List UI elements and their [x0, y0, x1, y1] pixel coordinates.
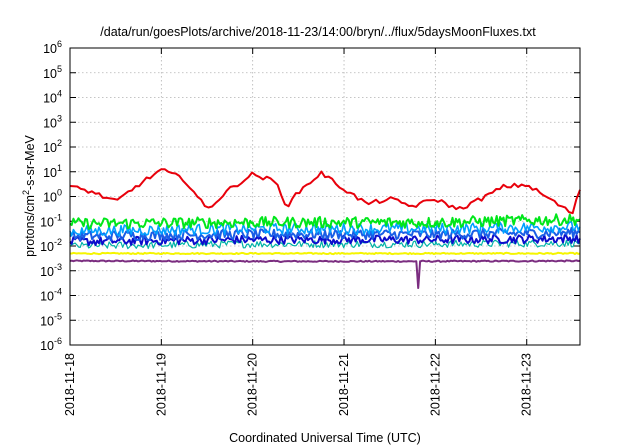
y-tick-label: 10-5 — [40, 311, 62, 328]
y-tick-label: 10-3 — [40, 262, 62, 279]
y-tick-label: 10-1 — [40, 212, 62, 229]
x-tick-label: 2018-11-19 — [154, 353, 168, 416]
y-axis-label-rest: -s-sr-MeV — [23, 134, 37, 190]
series-lines — [69, 168, 581, 289]
y-tick-exponent: -4 — [54, 287, 62, 297]
y-tick-exponent: -6 — [54, 336, 62, 346]
y-tick-base: 10 — [40, 290, 54, 304]
x-tick-label: 2018-11-22 — [428, 353, 442, 416]
x-tick-label: 2018-11-18 — [63, 353, 77, 416]
y-tick-label: 106 — [43, 39, 62, 56]
y-tick-label: 102 — [43, 138, 62, 155]
y-tick-base: 10 — [43, 116, 57, 130]
y-tick-exponent: -2 — [54, 237, 62, 247]
y-tick-base: 10 — [43, 42, 57, 56]
y-tick-label: 10-2 — [40, 237, 62, 254]
y-tick-base: 10 — [43, 92, 57, 106]
x-tick-label: 2018-11-21 — [337, 353, 351, 416]
y-tick-exponent: 2 — [57, 138, 62, 148]
series-line — [69, 168, 581, 215]
series-line — [69, 226, 581, 242]
series-line — [69, 239, 581, 250]
y-tick-label: 104 — [43, 89, 62, 106]
y-tick-exponent: 5 — [57, 64, 62, 74]
y-tick-label: 103 — [43, 113, 62, 130]
y-tick-exponent: -3 — [54, 262, 62, 272]
y-axis-label-sup: 2 — [21, 190, 31, 195]
chart-title: /data/run/goesPlots/archive/2018-11-23/1… — [100, 25, 536, 39]
series-line — [69, 259, 581, 289]
y-tick-label: 105 — [43, 64, 62, 81]
x-tick-label: 2018-11-20 — [246, 353, 260, 416]
y-tick-exponent: -5 — [54, 311, 62, 321]
series-line — [69, 213, 581, 230]
y-tick-base: 10 — [43, 166, 57, 180]
y-axis-label: protons/cm2-s-sr-MeV — [21, 134, 37, 256]
y-tick-label: 100 — [43, 188, 62, 205]
y-tick-label: 101 — [43, 163, 62, 180]
y-tick-base: 10 — [43, 67, 57, 81]
plot-frame — [69, 47, 581, 346]
y-tick-base: 10 — [43, 191, 57, 205]
x-tick-label: 2018-11-23 — [520, 353, 534, 416]
y-tick-exponent: -1 — [54, 212, 62, 222]
x-ticks: 2018-11-18 2018-11-19 2018-11-20 2018-11-21… — [63, 48, 534, 416]
y-tick-base: 10 — [43, 141, 57, 155]
y-axis-label-base: protons/cm — [23, 195, 37, 257]
y-tick-exponent: 3 — [57, 113, 62, 123]
y-tick-base: 10 — [40, 240, 54, 254]
y-tick-exponent: 6 — [57, 39, 62, 49]
series-line — [70, 251, 581, 256]
y-tick-label: 10-6 — [40, 336, 62, 353]
y-tick-base: 10 — [40, 215, 54, 229]
grid — [70, 48, 580, 345]
x-axis-label: Coordinated Universal Time (UTC) — [229, 431, 421, 445]
y-tick-base: 10 — [40, 265, 54, 279]
y-tick-exponent: 0 — [57, 188, 62, 198]
series-line — [69, 221, 581, 237]
y-tick-label: 10-4 — [40, 287, 62, 304]
y-tick-base: 10 — [40, 339, 54, 353]
y-tick-base: 10 — [40, 314, 54, 328]
y-tick-exponent: 1 — [57, 163, 62, 173]
y-ticks: 10-610-510-410-310-210-11001011021031041… — [40, 39, 580, 353]
y-tick-exponent: 4 — [57, 89, 62, 99]
